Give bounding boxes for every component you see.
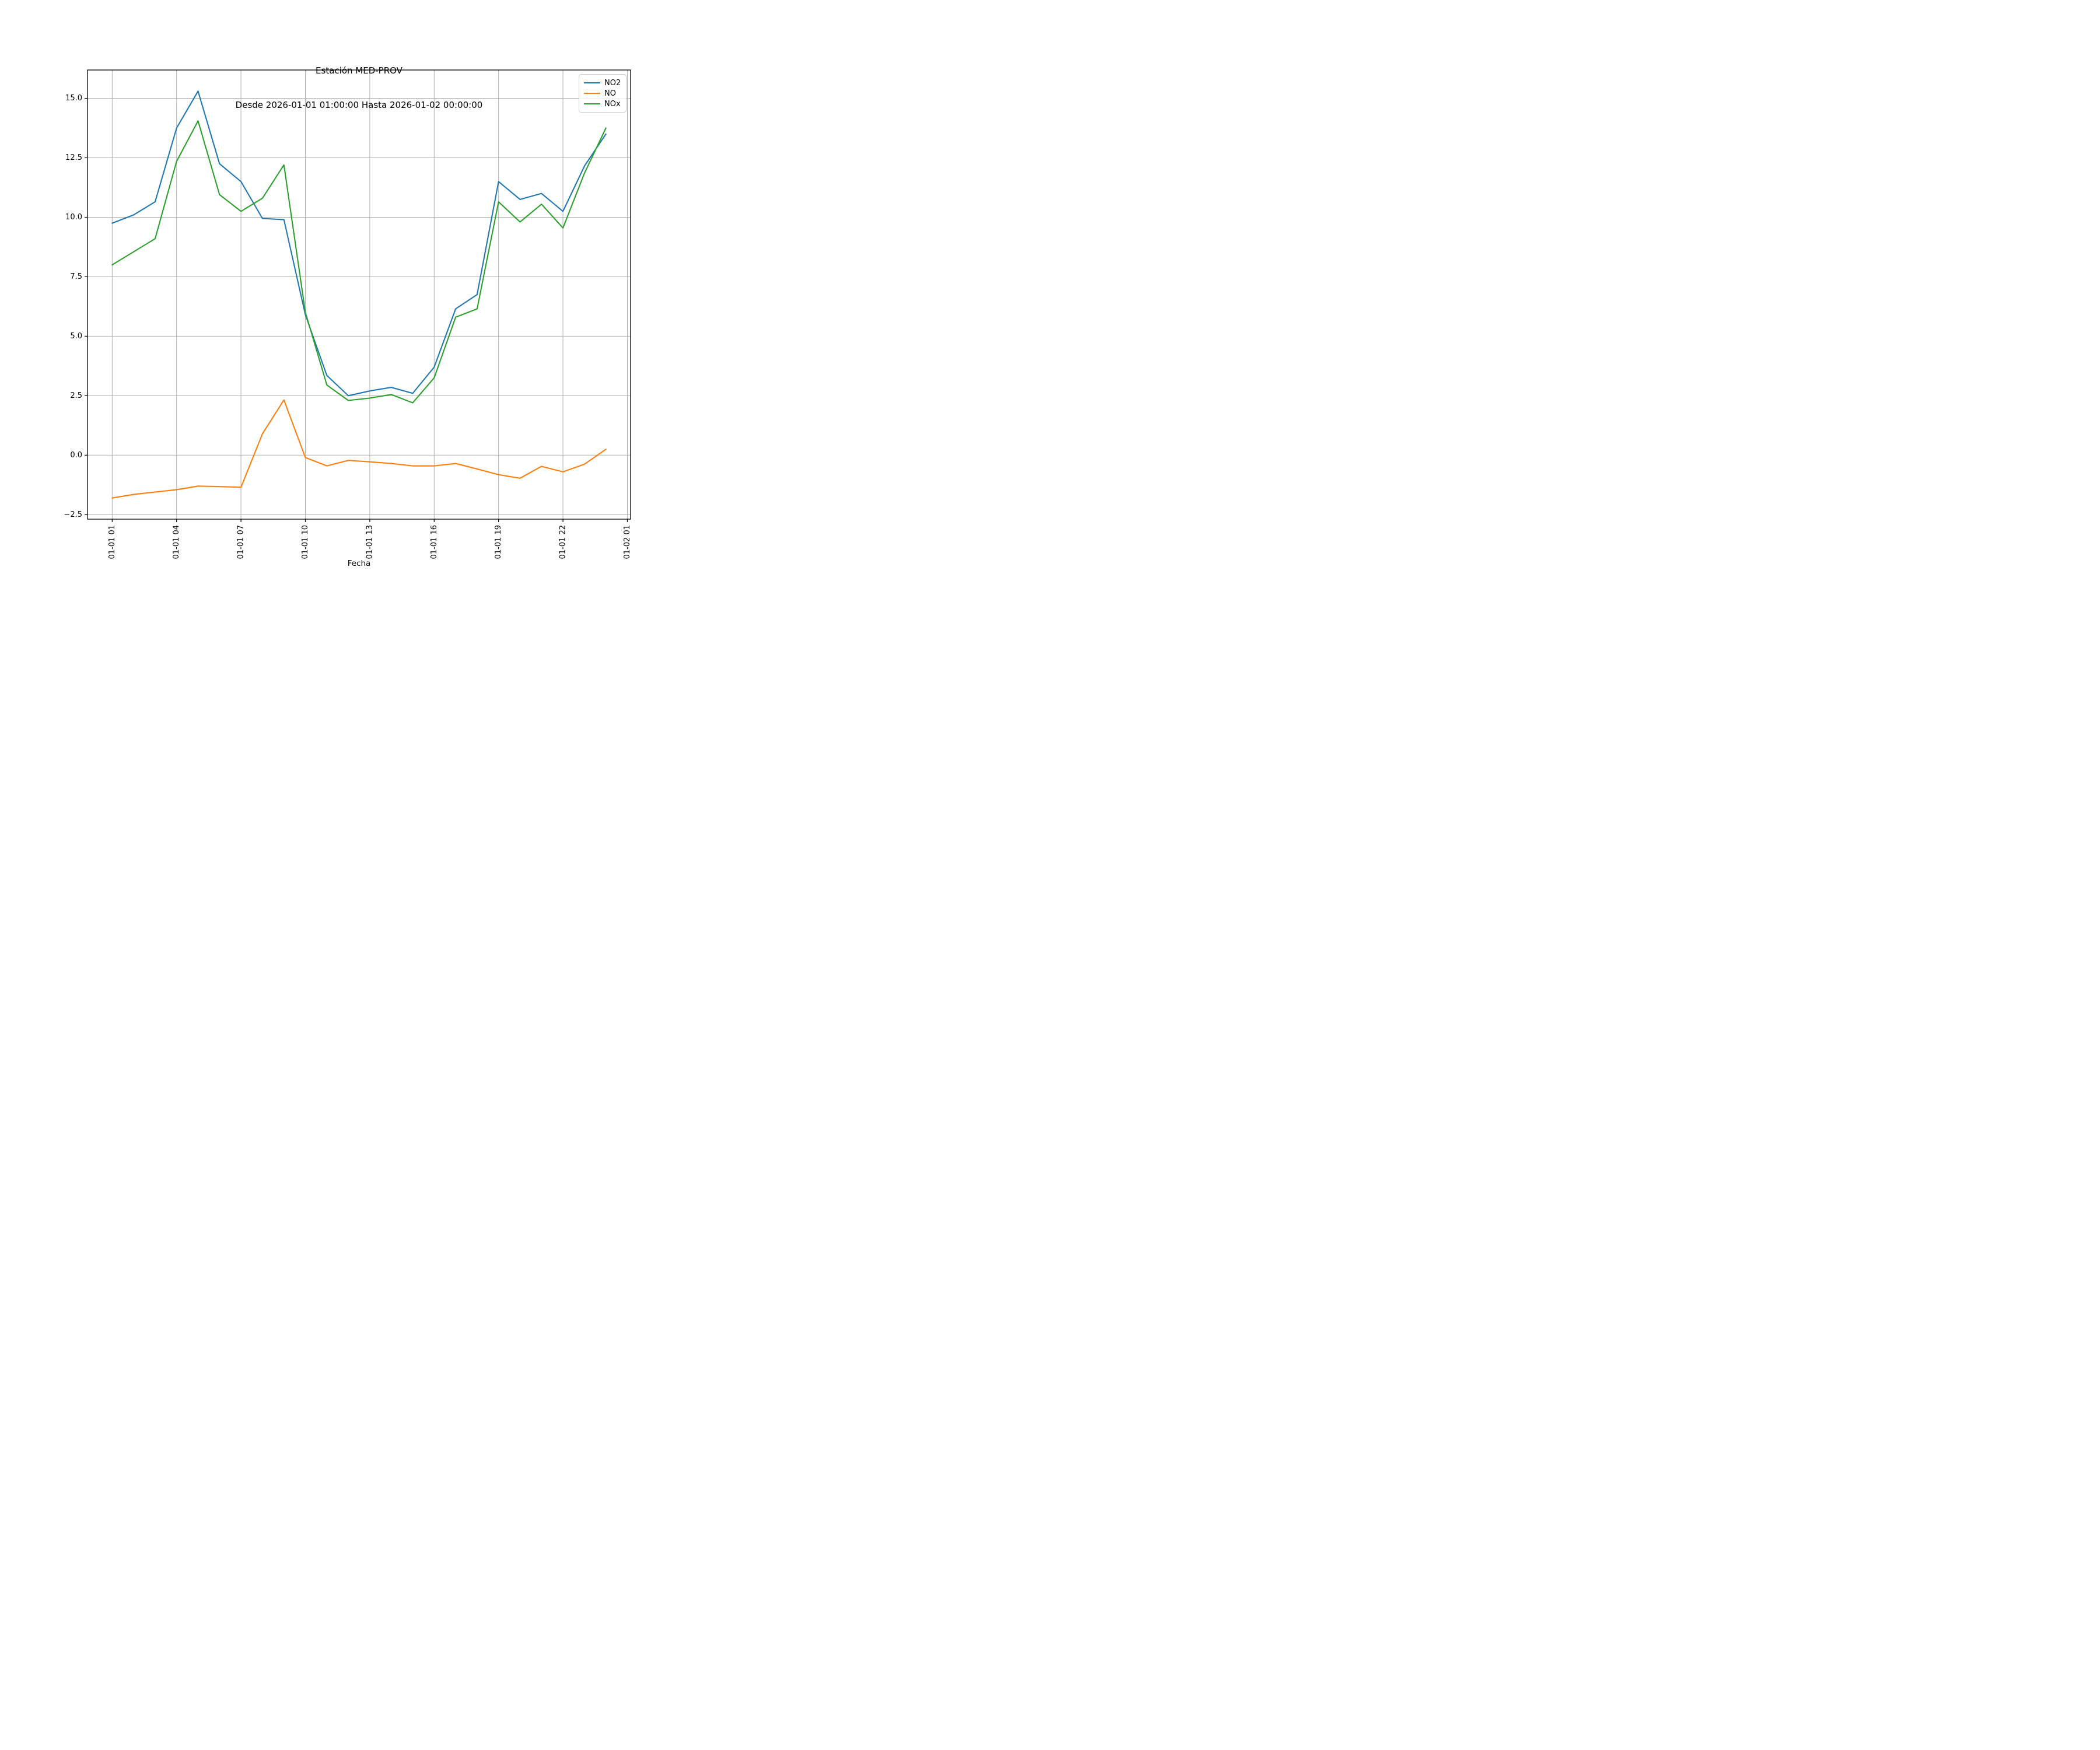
legend-item-no: NO xyxy=(584,88,622,99)
legend-item-nox: NOx xyxy=(584,99,622,109)
series-line-no xyxy=(111,399,607,499)
y-tick-label: −2.5 xyxy=(64,510,82,519)
x-tick-label: 01-01 13 xyxy=(365,525,374,559)
legend-item-no2: NO2 xyxy=(584,78,622,88)
x-tick-label: 01-01 07 xyxy=(237,525,246,559)
legend-label-nox: NOx xyxy=(604,99,621,108)
x-tick-label: 01-01 04 xyxy=(172,525,181,559)
series-line-nox xyxy=(111,120,607,404)
legend-swatch-no-icon xyxy=(584,93,600,94)
x-tick-label: 01-01 01 xyxy=(108,525,117,559)
y-tick-label: 10.0 xyxy=(65,213,82,222)
y-tick-label: 7.5 xyxy=(70,272,82,281)
y-tick-label: 2.5 xyxy=(70,391,82,400)
legend-label-no: NO xyxy=(604,89,616,98)
x-tick-label: 01-01 19 xyxy=(494,525,503,559)
chart-title-block: Estación MED-PROV Desde 2026-01-01 01:00… xyxy=(88,43,631,134)
x-tick-label: 01-01 16 xyxy=(430,525,439,559)
x-tick-label: 01-01 22 xyxy=(559,525,568,559)
y-tick-label: 15.0 xyxy=(65,94,82,103)
x-axis-label: Fecha xyxy=(347,559,371,568)
chart-subtitle: Desde 2026-01-01 01:00:00 Hasta 2026-01-… xyxy=(235,99,483,110)
series-lines xyxy=(111,90,607,499)
x-tick-label: 01-01 10 xyxy=(301,525,310,559)
legend-swatch-nox-icon xyxy=(584,103,600,104)
x-tick-label: 01-02 01 xyxy=(623,525,632,559)
figure: 01-01 01 01-01 04 01-01 07 01-01 10 01-01 13… xyxy=(0,0,700,583)
y-tick-label: 12.5 xyxy=(65,153,82,162)
legend-label-no2: NO2 xyxy=(604,78,621,88)
tick-labels: 01-01 01 01-01 04 01-01 07 01-01 10 01-01 13… xyxy=(64,94,632,559)
tick-marks xyxy=(85,97,628,522)
legend: NO2 NO NOx xyxy=(579,74,626,113)
legend-swatch-no2-icon xyxy=(584,82,600,83)
series-line-no2 xyxy=(111,90,607,397)
gridlines xyxy=(88,70,631,519)
chart-title: Estación MED-PROV xyxy=(316,65,402,76)
plot-area: 01-01 01 01-01 04 01-01 07 01-01 10 01-01 13… xyxy=(64,69,632,559)
y-tick-label: 0.0 xyxy=(70,451,82,460)
y-tick-label: 5.0 xyxy=(70,332,82,341)
axes-spines xyxy=(87,69,631,520)
